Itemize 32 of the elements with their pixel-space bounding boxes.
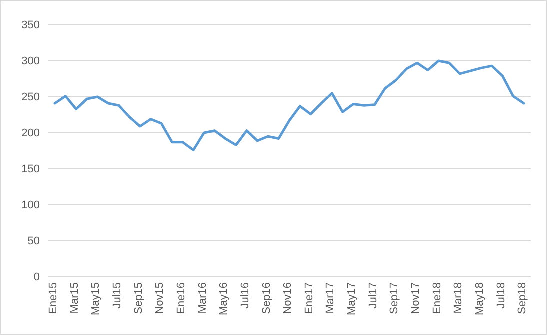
y-tick-label: 350	[22, 20, 40, 32]
x-tick-label: Jul18	[495, 282, 508, 309]
y-tick-label: 300	[22, 56, 40, 68]
y-tick-label: 0	[34, 272, 40, 284]
line-series	[54, 60, 526, 152]
x-tick-label: Mar17	[324, 282, 337, 314]
x-tick-label: Ene15	[48, 282, 60, 314]
y-tick-label: 100	[22, 200, 40, 212]
x-tick-label: Jul17	[367, 282, 380, 309]
x-tick-label: Ene17	[303, 282, 316, 314]
x-tick-label: Ene16	[176, 282, 188, 314]
x-tick-label: Sep18	[516, 282, 529, 314]
y-tick-label: 50	[28, 236, 40, 248]
x-tick-label: Nov15	[154, 282, 166, 314]
x-tick-label: Sep17	[388, 282, 401, 314]
x-tick-label: Jul15	[112, 282, 124, 309]
x-tick-label: Mar16	[196, 282, 209, 314]
y-tick-label: 200	[22, 128, 40, 140]
x-tick-label: Mar15	[68, 282, 81, 314]
x-tick-label: Ene18	[431, 282, 444, 314]
x-tick-label: Mar18	[452, 282, 465, 314]
x-tick-label: May18	[474, 282, 486, 316]
y-tick-label: 150	[22, 164, 40, 176]
x-tick-label: May16	[218, 282, 230, 316]
x-tick-label: Jul16	[239, 282, 252, 309]
x-tick-label: May17	[346, 282, 358, 316]
x-tick-label: Sep15	[132, 282, 145, 314]
x-tick-label: Nov17	[410, 282, 422, 314]
x-tick-label: Sep16	[260, 282, 273, 314]
x-tick-label: Nov16	[282, 282, 294, 314]
y-tick-label: 250	[22, 92, 40, 104]
x-tick-label: May15	[90, 282, 102, 316]
